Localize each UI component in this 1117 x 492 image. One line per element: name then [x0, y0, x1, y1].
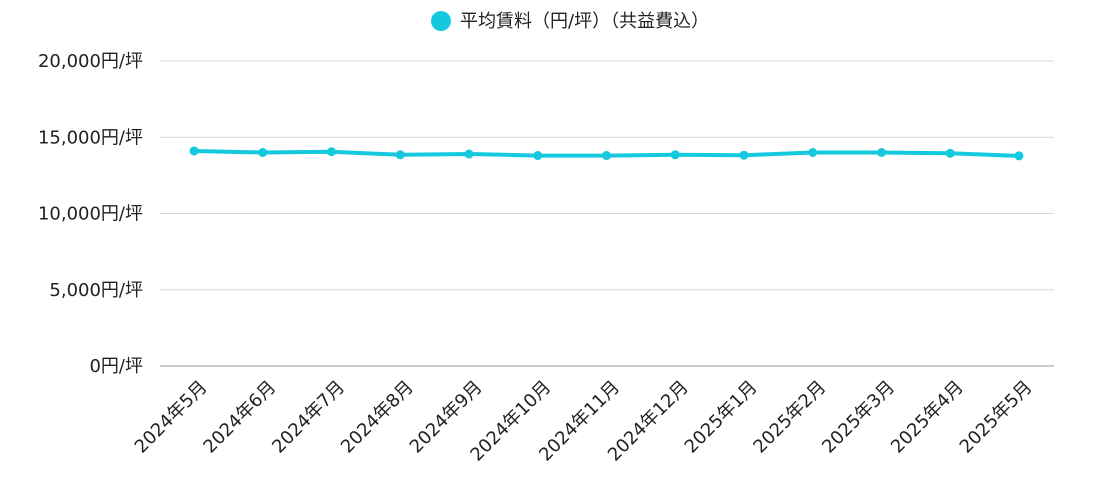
data-point[interactable] [877, 148, 886, 157]
data-point[interactable] [189, 146, 199, 156]
data-point[interactable] [258, 148, 268, 157]
grid-lines [160, 60, 1054, 367]
y-tick-label: 0円/坪 [89, 356, 143, 377]
data-point[interactable] [739, 150, 749, 160]
y-tick-label: 15,000円/坪 [38, 127, 143, 148]
series-layer [189, 146, 1024, 161]
x-tick-label: 2024年7月 [268, 377, 349, 458]
data-point[interactable] [808, 148, 818, 157]
y-tick-label: 20,000円/坪 [38, 51, 143, 72]
legend-label: 平均賃料（円/坪）（共益費込） [460, 11, 709, 32]
x-tick-label: 2025年3月 [818, 377, 899, 458]
legend-marker-icon [431, 11, 451, 31]
x-tick-label: 2024年8月 [337, 377, 418, 458]
x-tick-label: 2024年6月 [199, 377, 280, 458]
data-point[interactable] [464, 149, 474, 159]
y-tick-label: 5,000円/坪 [49, 280, 143, 301]
data-point[interactable] [327, 147, 336, 157]
y-axis: 0円/坪 5,000円/坪 10,000円/坪 15,000円/坪 20,000円/坪 [38, 51, 143, 377]
data-point[interactable] [670, 150, 680, 160]
data-point[interactable] [602, 151, 611, 161]
data-point[interactable] [1014, 151, 1024, 161]
x-tick-label: 2024年5月 [131, 377, 212, 458]
data-point[interactable] [395, 150, 405, 160]
x-tick-label: 2025年5月 [956, 377, 1037, 458]
y-tick-label: 10,000円/坪 [38, 204, 143, 225]
x-axis: 2024年5月2024年6月2024年7月2024年8月2024年9月2024年… [131, 377, 1037, 466]
legend: 平均賃料（円/坪）（共益費込） [431, 11, 709, 32]
x-tick-label: 2025年1月 [681, 377, 762, 458]
data-point[interactable] [533, 151, 543, 161]
data-point[interactable] [945, 148, 955, 158]
x-tick-label: 2025年2月 [749, 377, 830, 458]
x-tick-label: 2025年4月 [887, 377, 968, 458]
